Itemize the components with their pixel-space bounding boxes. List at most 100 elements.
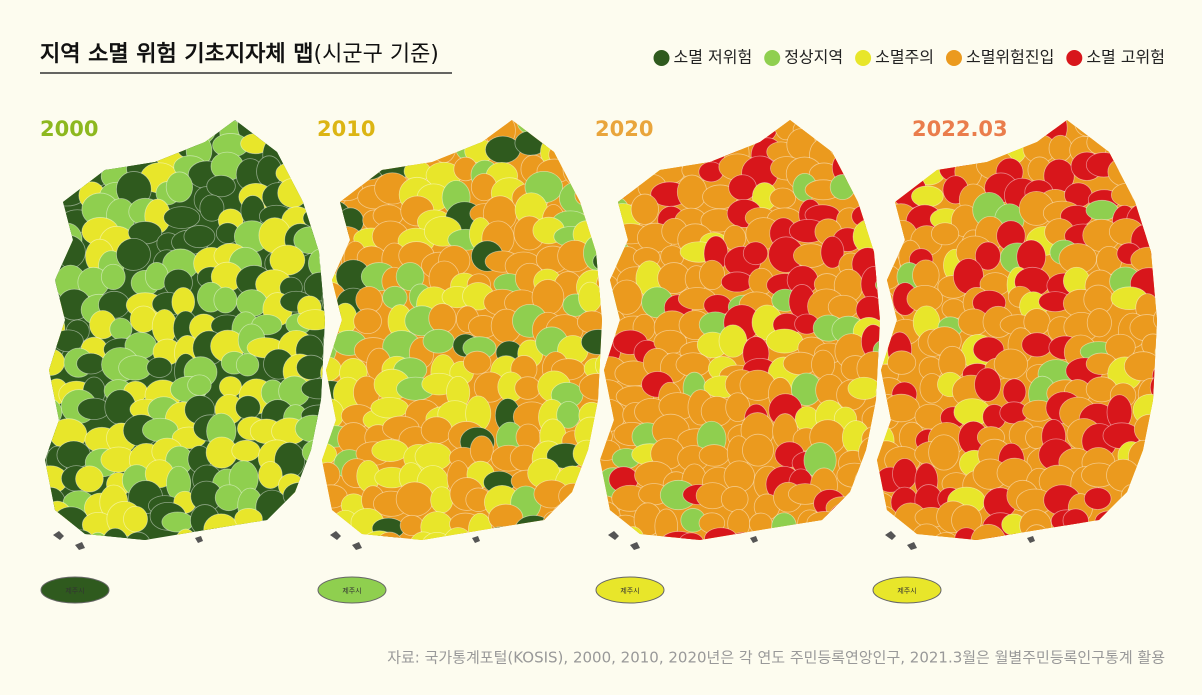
district bbox=[578, 373, 602, 401]
district bbox=[395, 481, 434, 517]
legend-label: 소멸 고위험 bbox=[1086, 48, 1165, 67]
jeju-label: 제주시 bbox=[897, 587, 916, 595]
district bbox=[1146, 443, 1157, 470]
district bbox=[375, 120, 406, 144]
district bbox=[829, 174, 856, 200]
district bbox=[297, 309, 325, 331]
district bbox=[765, 328, 804, 354]
district bbox=[877, 163, 904, 191]
district bbox=[881, 163, 914, 185]
district bbox=[974, 367, 1002, 402]
district bbox=[322, 327, 325, 355]
district bbox=[148, 120, 181, 147]
district bbox=[318, 244, 325, 275]
district bbox=[395, 262, 425, 292]
district bbox=[1083, 487, 1112, 510]
district bbox=[877, 491, 897, 524]
district bbox=[1132, 469, 1157, 500]
district bbox=[322, 516, 346, 540]
district bbox=[847, 376, 880, 400]
district bbox=[123, 505, 148, 533]
district bbox=[643, 537, 670, 540]
district bbox=[300, 378, 325, 400]
district bbox=[620, 526, 645, 540]
district bbox=[1107, 538, 1145, 540]
district bbox=[75, 465, 104, 493]
district bbox=[895, 153, 919, 189]
district bbox=[282, 481, 319, 509]
district bbox=[720, 486, 749, 513]
district bbox=[673, 130, 710, 155]
legend: 소멸 고위험 소멸위험진입 소멸주의 정상지역 소멸 저위험 bbox=[653, 48, 1165, 67]
district bbox=[1086, 120, 1111, 138]
district bbox=[558, 482, 589, 510]
district bbox=[125, 531, 151, 540]
district bbox=[933, 140, 964, 169]
district bbox=[514, 376, 541, 400]
district bbox=[101, 527, 130, 540]
district bbox=[742, 433, 774, 467]
district bbox=[183, 537, 222, 540]
district bbox=[371, 439, 409, 462]
district bbox=[236, 537, 274, 540]
district bbox=[572, 152, 602, 187]
district bbox=[768, 536, 804, 540]
district bbox=[218, 527, 247, 540]
jeju-label: 제주시 bbox=[620, 587, 639, 595]
district bbox=[1131, 182, 1157, 206]
district bbox=[1094, 510, 1123, 533]
district bbox=[45, 396, 63, 428]
district bbox=[322, 163, 346, 190]
legend-swatch bbox=[1066, 50, 1083, 66]
district bbox=[1086, 308, 1112, 338]
district bbox=[428, 303, 457, 334]
jeju-label: 제주시 bbox=[65, 587, 84, 595]
district bbox=[615, 155, 639, 179]
district bbox=[206, 174, 236, 198]
district bbox=[430, 486, 454, 514]
district bbox=[376, 134, 408, 160]
district bbox=[1159, 107, 1188, 137]
legend-swatch bbox=[855, 50, 872, 66]
district bbox=[654, 508, 679, 540]
district bbox=[189, 120, 217, 144]
district bbox=[1158, 288, 1185, 317]
district bbox=[274, 502, 311, 536]
district bbox=[857, 178, 880, 214]
district bbox=[514, 514, 553, 540]
district bbox=[266, 515, 292, 540]
district bbox=[1086, 129, 1119, 156]
district bbox=[1125, 483, 1157, 512]
district bbox=[56, 137, 85, 164]
district bbox=[280, 537, 318, 540]
district bbox=[825, 496, 860, 520]
district bbox=[161, 511, 194, 533]
district bbox=[324, 225, 325, 248]
district bbox=[829, 132, 856, 159]
jeju bbox=[40, 576, 110, 604]
district bbox=[1062, 508, 1089, 533]
district bbox=[556, 532, 587, 540]
district bbox=[104, 125, 129, 163]
district bbox=[422, 328, 455, 354]
district bbox=[1048, 134, 1073, 162]
district bbox=[1123, 351, 1157, 382]
year-label: 2022.03 bbox=[912, 117, 1008, 141]
legend-swatch bbox=[764, 50, 781, 66]
title-sub: (시군구 기준) bbox=[314, 42, 439, 67]
district bbox=[1165, 503, 1187, 534]
district bbox=[860, 266, 880, 302]
district bbox=[1148, 473, 1157, 497]
district bbox=[877, 204, 894, 234]
province-map bbox=[322, 120, 602, 540]
year-label: 2000 bbox=[40, 117, 98, 141]
district bbox=[1074, 120, 1103, 137]
district bbox=[599, 143, 602, 168]
district bbox=[1152, 231, 1157, 254]
district bbox=[678, 120, 709, 145]
district bbox=[85, 531, 111, 540]
district bbox=[469, 435, 494, 465]
district bbox=[882, 393, 920, 423]
district bbox=[45, 521, 70, 540]
